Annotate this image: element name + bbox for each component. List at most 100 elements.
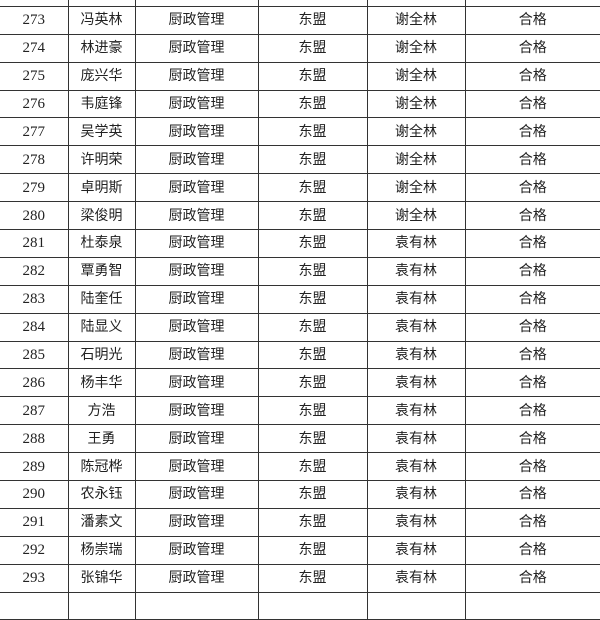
table-row: 276 韦庭锋 厨政管理 东盟 谢全林 合格	[0, 89, 600, 119]
major-cell: 厨政管理	[134, 535, 259, 565]
major-cell: 厨政管理	[134, 340, 259, 370]
location-cell: 东盟	[257, 452, 368, 482]
major-cell: 厨政管理	[134, 480, 259, 509]
row-number: 287	[0, 396, 69, 426]
location-cell: 东盟	[257, 368, 368, 398]
table-row: 288 王勇 厨政管理 东盟 袁有林 合格	[0, 424, 600, 454]
teacher-cell: 袁有林	[366, 507, 466, 537]
location-cell: 东盟	[257, 117, 368, 147]
name-cell: 陆显义	[67, 312, 136, 342]
result-cell: 合格	[464, 368, 600, 398]
row-number: 282	[0, 256, 69, 286]
major-cell: 厨政管理	[134, 89, 259, 119]
row-number: 273	[0, 5, 69, 35]
result-cell: 合格	[464, 117, 600, 147]
table-row: 290 农永钰 厨政管理 东盟 袁有林 合格	[0, 480, 600, 509]
name-cell: 张锦华	[67, 563, 136, 593]
row-number: 284	[0, 312, 69, 342]
row-number: 286	[0, 368, 69, 398]
location-cell: 东盟	[257, 173, 368, 203]
name-cell: 卓明斯	[67, 173, 136, 203]
result-cell: 合格	[464, 256, 600, 286]
table-row: 286 杨丰华 厨政管理 东盟 袁有林 合格	[0, 368, 600, 398]
result-cell: 合格	[464, 535, 600, 565]
table-row: 278 许明荣 厨政管理 东盟 谢全林 合格	[0, 145, 600, 175]
table-row: 282 覃勇智 厨政管理 东盟 袁有林 合格	[0, 256, 600, 286]
major-cell: 厨政管理	[134, 368, 259, 398]
major-cell: 厨政管理	[134, 33, 259, 63]
result-cell: 合格	[464, 33, 600, 63]
name-cell: 王勇	[67, 424, 136, 454]
teacher-cell: 袁有林	[366, 312, 466, 342]
teacher-cell: 谢全林	[366, 173, 466, 203]
result-cell: 合格	[464, 145, 600, 175]
teacher-cell: 袁有林	[366, 229, 466, 258]
teacher-cell: 谢全林	[366, 117, 466, 147]
table-row: 293 张锦华 厨政管理 东盟 袁有林 合格	[0, 563, 600, 593]
teacher-cell: 谢全林	[366, 5, 466, 35]
result-cell: 合格	[464, 452, 600, 482]
teacher-cell: 袁有林	[366, 256, 466, 286]
location-cell: 东盟	[257, 396, 368, 426]
table-row: 292 杨崇瑞 厨政管理 东盟 袁有林 合格	[0, 535, 600, 565]
result-cell: 合格	[464, 201, 600, 231]
major-cell: 厨政管理	[134, 5, 259, 35]
result-cell: 合格	[464, 89, 600, 119]
row-number: 281	[0, 229, 69, 258]
major-cell: 厨政管理	[134, 256, 259, 286]
table-row-partial	[0, 591, 600, 620]
row-number: 283	[0, 284, 69, 314]
name-cell: 冯英林	[67, 5, 136, 35]
row-number: 275	[0, 61, 69, 91]
major-cell: 厨政管理	[134, 145, 259, 175]
teacher-cell: 袁有林	[366, 396, 466, 426]
row-number: 292	[0, 535, 69, 565]
name-cell: 韦庭锋	[67, 89, 136, 119]
major-cell: 厨政管理	[134, 312, 259, 342]
table-row: 273 冯英林 厨政管理 东盟 谢全林 合格	[0, 5, 600, 35]
result-cell: 合格	[464, 480, 600, 509]
name-cell: 陈冠桦	[67, 452, 136, 482]
name-cell: 许明荣	[67, 145, 136, 175]
row-number: 291	[0, 507, 69, 537]
result-cell: 合格	[464, 61, 600, 91]
result-cell: 合格	[464, 507, 600, 537]
name-cell: 梁俊明	[67, 201, 136, 231]
row-number: 285	[0, 340, 69, 370]
result-cell: 合格	[464, 5, 600, 35]
location-cell: 东盟	[257, 61, 368, 91]
row-number: 278	[0, 145, 69, 175]
row-number: 276	[0, 89, 69, 119]
location-cell: 东盟	[257, 201, 368, 231]
major-cell: 厨政管理	[134, 117, 259, 147]
name-cell: 庞兴华	[67, 61, 136, 91]
result-cell: 合格	[464, 229, 600, 258]
location-cell: 东盟	[257, 424, 368, 454]
name-cell: 陆奎任	[67, 284, 136, 314]
major-cell: 厨政管理	[134, 61, 259, 91]
location-cell: 东盟	[257, 507, 368, 537]
teacher-cell: 袁有林	[366, 535, 466, 565]
teacher-cell: 袁有林	[366, 424, 466, 454]
location-cell: 东盟	[257, 256, 368, 286]
location-cell: 东盟	[257, 312, 368, 342]
row-number: 289	[0, 452, 69, 482]
teacher-cell: 袁有林	[366, 284, 466, 314]
location-cell: 东盟	[257, 480, 368, 509]
table-row: 274 林进豪 厨政管理 东盟 谢全林 合格	[0, 33, 600, 63]
result-cell: 合格	[464, 312, 600, 342]
major-cell: 厨政管理	[134, 507, 259, 537]
location-cell: 东盟	[257, 284, 368, 314]
row-number: 280	[0, 201, 69, 231]
teacher-cell: 袁有林	[366, 480, 466, 509]
teacher-cell: 袁有林	[366, 340, 466, 370]
location-cell: 东盟	[257, 145, 368, 175]
table-row: 280 梁俊明 厨政管理 东盟 谢全林 合格	[0, 201, 600, 231]
major-cell: 厨政管理	[134, 173, 259, 203]
result-cell: 合格	[464, 424, 600, 454]
teacher-cell: 谢全林	[366, 201, 466, 231]
teacher-cell: 谢全林	[366, 61, 466, 91]
table-row: 284 陆显义 厨政管理 东盟 袁有林 合格	[0, 312, 600, 342]
